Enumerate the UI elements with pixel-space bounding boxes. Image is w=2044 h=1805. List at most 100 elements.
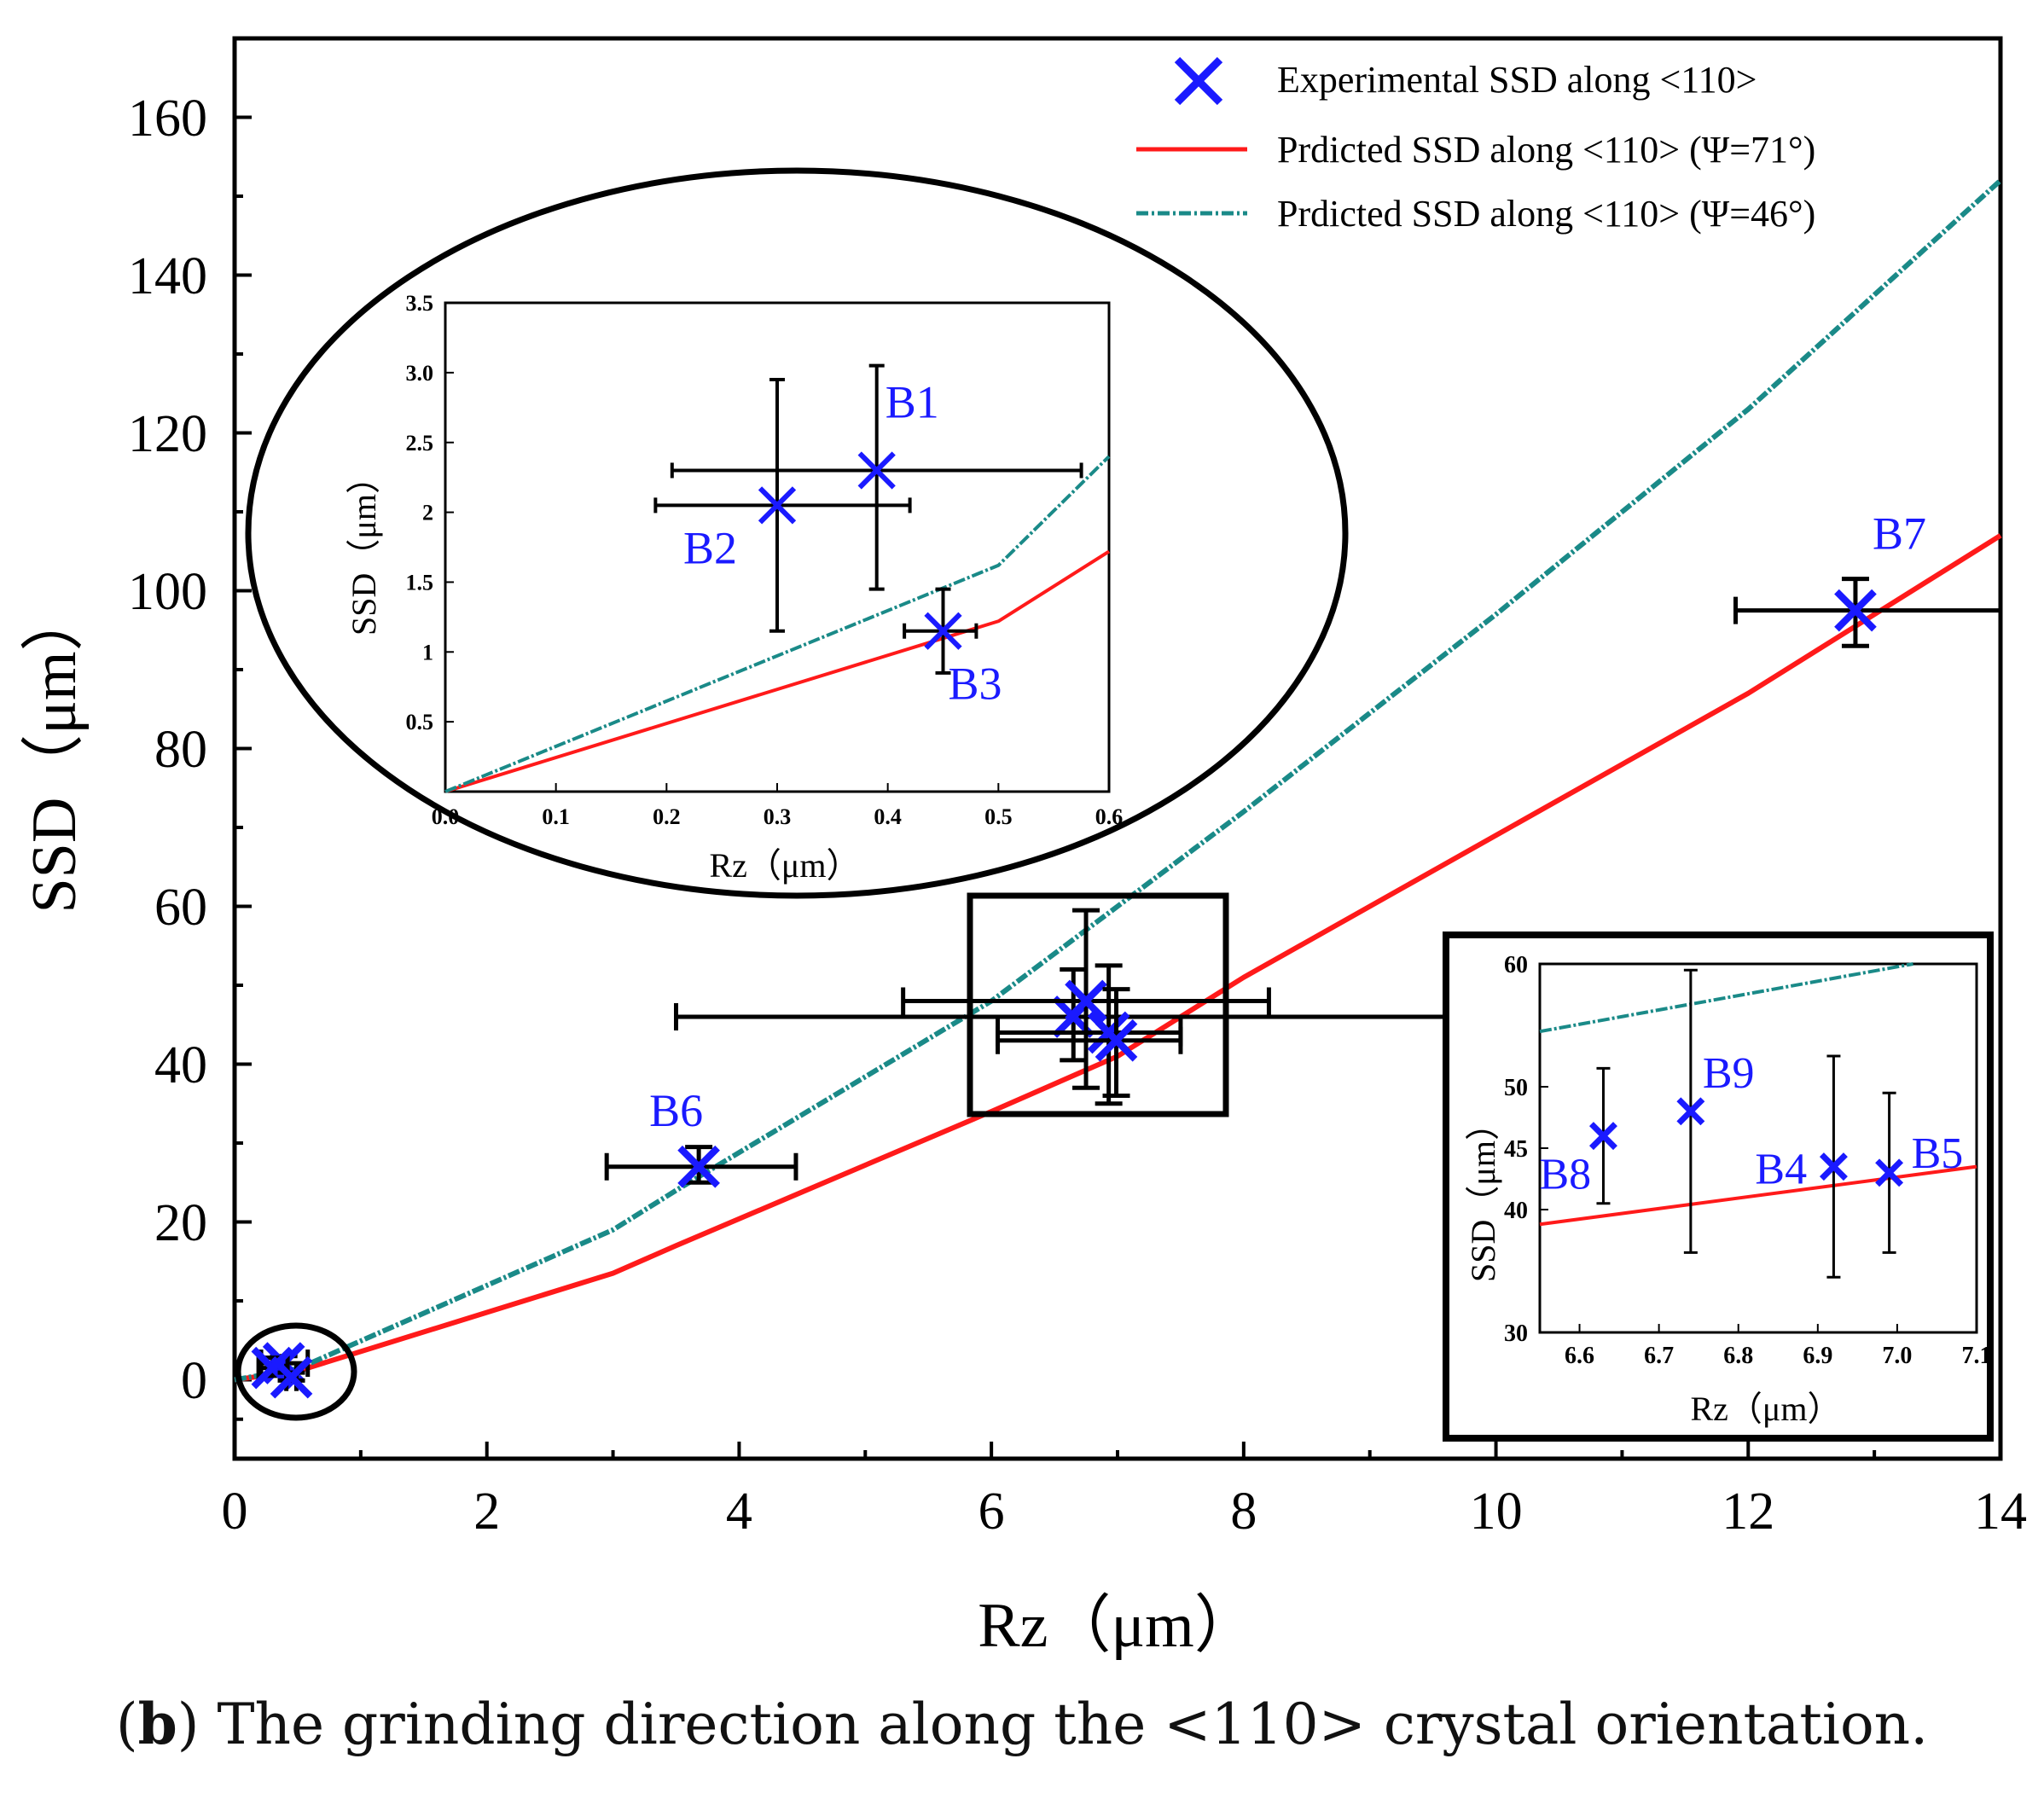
inset-ellipse-marker xyxy=(924,612,962,650)
caption-text: The grinding direction along the <110> c… xyxy=(217,1692,1929,1757)
inset-ellipse-y-tick-label: 3.5 xyxy=(406,291,434,316)
inset-box-x-tick-label: 6.6 xyxy=(1565,1343,1594,1369)
main-x-tick-label: 2 xyxy=(473,1483,500,1541)
main-point-b5 xyxy=(996,987,1183,1098)
inset-ellipse-point-b1: B1 xyxy=(670,363,1083,591)
main-y-tick-label: 160 xyxy=(128,90,207,148)
main-y-tick-label: 40 xyxy=(154,1036,207,1094)
inset-box-y-tick-label: 60 xyxy=(1504,952,1528,978)
inset-ellipse: 0.0 0.1 0.2 0.3 0.4 0.5 0.6 0.5 1 1.5 2 2.5 3.0 3.5 B… xyxy=(245,167,1349,899)
main-marker xyxy=(1834,589,1877,632)
inset-box-line-pred46 xyxy=(1539,962,1913,1034)
inset-box-point-label: B8 xyxy=(1539,1151,1591,1199)
inset-box-y-tick-label: 50 xyxy=(1504,1075,1528,1101)
main-line-pred46 xyxy=(234,178,2003,1383)
inset-ellipse-y-tick-label: 1.5 xyxy=(406,571,434,595)
inset-box-marker xyxy=(1676,1097,1705,1126)
inset-ellipse-x-tick-label: 0.4 xyxy=(874,804,902,829)
inset-ellipse-y-axis-label: SSD（μm） xyxy=(345,460,383,636)
inset-ellipse-line-pred46 xyxy=(444,455,1111,793)
inset-box-y-tick-label: 40 xyxy=(1504,1198,1528,1224)
inset-box-point-b4: B4 xyxy=(1755,1054,1848,1279)
inset-ellipse-x-tick-label: 0.3 xyxy=(764,804,792,829)
inset-ellipse-point-b2: B2 xyxy=(653,378,912,633)
inset-ellipse-marker xyxy=(857,451,896,490)
inset-ellipse-x-tick-label: 0.1 xyxy=(542,804,570,829)
inset-ellipse-x-tick-label: 0.0 xyxy=(432,804,460,829)
main-point-b4 xyxy=(996,963,1183,1106)
inset-ellipse-series-lines xyxy=(444,455,1111,793)
inset-box-axis-ticks: 6.6 6.7 6.8 6.9 7.0 7.1 30 40 45 50 60 xyxy=(1504,952,1992,1369)
main-point-label: B7 xyxy=(1873,508,1926,560)
inset-ellipse-point-b3: B3 xyxy=(903,587,1002,710)
main-x-axis-label: Rz（μm） xyxy=(978,1591,1257,1661)
inset-ellipse-x-tick-label: 0.5 xyxy=(984,804,1013,829)
main-x-tick-label: 4 xyxy=(726,1483,752,1541)
inset-box-x-tick-label: 7.1 xyxy=(1962,1343,1992,1369)
main-marker xyxy=(1065,979,1107,1023)
inset-ellipse-y-tick-label: 1 xyxy=(422,640,433,665)
inset-ellipse-point-label: B2 xyxy=(683,522,737,573)
inset-ellipse-axis-ticks: 0.0 0.1 0.2 0.3 0.4 0.5 0.6 0.5 1 1.5 2 2.5 3.0 3.5 xyxy=(406,291,1124,829)
zoom-region-box xyxy=(967,892,1229,1117)
legend-label-pred46: Prdicted SSD along <110> (Ψ=46°) xyxy=(1277,193,1815,235)
caption-label: b xyxy=(137,1691,177,1757)
main-y-tick-label: 120 xyxy=(128,405,207,463)
inset-box-y-tick-label: 30 xyxy=(1504,1320,1528,1347)
legend: Experimental SSD along <110> Prdicted SS… xyxy=(1136,56,1815,235)
main-marker xyxy=(251,1346,294,1390)
inset-box-line-pred71 xyxy=(1539,1164,1977,1227)
main-x-tick-label: 12 xyxy=(1722,1483,1774,1541)
main-x-tick-label: 14 xyxy=(1974,1483,2027,1541)
main-x-tick-label: 6 xyxy=(978,1483,1005,1541)
legend-label-experimental: Experimental SSD along <110> xyxy=(1277,59,1757,101)
inset-box-series-lines xyxy=(1539,962,1977,1227)
main-y-tick-label: 100 xyxy=(128,563,207,621)
main-y-tick-label: 80 xyxy=(154,721,207,779)
main-point-b9 xyxy=(901,908,1271,1090)
main-point-b7: B7 xyxy=(1733,508,2003,648)
inset-ellipse-line-pred71 xyxy=(444,549,1111,793)
inset-box-point-label: B9 xyxy=(1703,1049,1755,1098)
inset-box-point-b8: B8 xyxy=(1539,1066,1617,1205)
inset-box-marker xyxy=(1875,1158,1904,1187)
inset-box-x-tick-label: 6.9 xyxy=(1803,1343,1832,1369)
inset-box-y-tick-label: 45 xyxy=(1504,1136,1528,1163)
inset-box-point-b9: B9 xyxy=(1676,968,1755,1254)
legend-marker-experimental xyxy=(1174,56,1223,106)
main-point-b3 xyxy=(270,1355,313,1399)
main-point-label: B6 xyxy=(649,1085,703,1136)
inset-box-point-label: B4 xyxy=(1755,1146,1807,1194)
main-data-points: B6 B7 xyxy=(251,508,2003,1399)
inset-box-x-tick-label: 6.7 xyxy=(1644,1343,1674,1369)
zoom-region-small-ellipse xyxy=(235,1322,357,1421)
inset-ellipse-data-points: B1 B2 B3 xyxy=(653,363,1083,710)
inset-box-marker xyxy=(1588,1122,1617,1151)
inset-ellipse-y-tick-label: 3.0 xyxy=(406,361,434,386)
inset-box-marker xyxy=(1819,1152,1848,1181)
legend-label-pred71: Prdicted SSD along <110> (Ψ=71°) xyxy=(1277,129,1815,171)
inset-box-point-b5: B5 xyxy=(1875,1091,1963,1254)
inset-ellipse-y-tick-label: 2 xyxy=(422,501,433,525)
inset-ellipse-y-tick-label: 2.5 xyxy=(406,431,434,456)
inset-box-border xyxy=(1443,932,1994,1442)
figure-caption: (b) The grinding direction along the <11… xyxy=(115,1691,1929,1757)
inset-ellipse-border xyxy=(245,167,1349,899)
main-y-axis-label: SSD（μm） xyxy=(20,589,90,914)
main-point-b6: B6 xyxy=(604,1085,798,1188)
inset-ellipse-point-label: B3 xyxy=(949,659,1002,710)
inset-box-y-axis-label: SSD（μm） xyxy=(1464,1106,1502,1282)
main-marker xyxy=(677,1145,720,1188)
inset-ellipse-point-label: B1 xyxy=(886,376,939,427)
inset-ellipse-x-tick-label: 0.2 xyxy=(653,804,681,829)
inset-ellipse-x-axis-label: Rz（μm） xyxy=(710,846,861,885)
main-y-tick-label: 140 xyxy=(128,247,207,305)
main-series-lines xyxy=(234,178,2003,1383)
main-y-tick-label: 20 xyxy=(154,1194,207,1252)
inset-box-x-axis-label: Rz（μm） xyxy=(1691,1390,1842,1428)
main-x-tick-label: 10 xyxy=(1470,1483,1523,1541)
